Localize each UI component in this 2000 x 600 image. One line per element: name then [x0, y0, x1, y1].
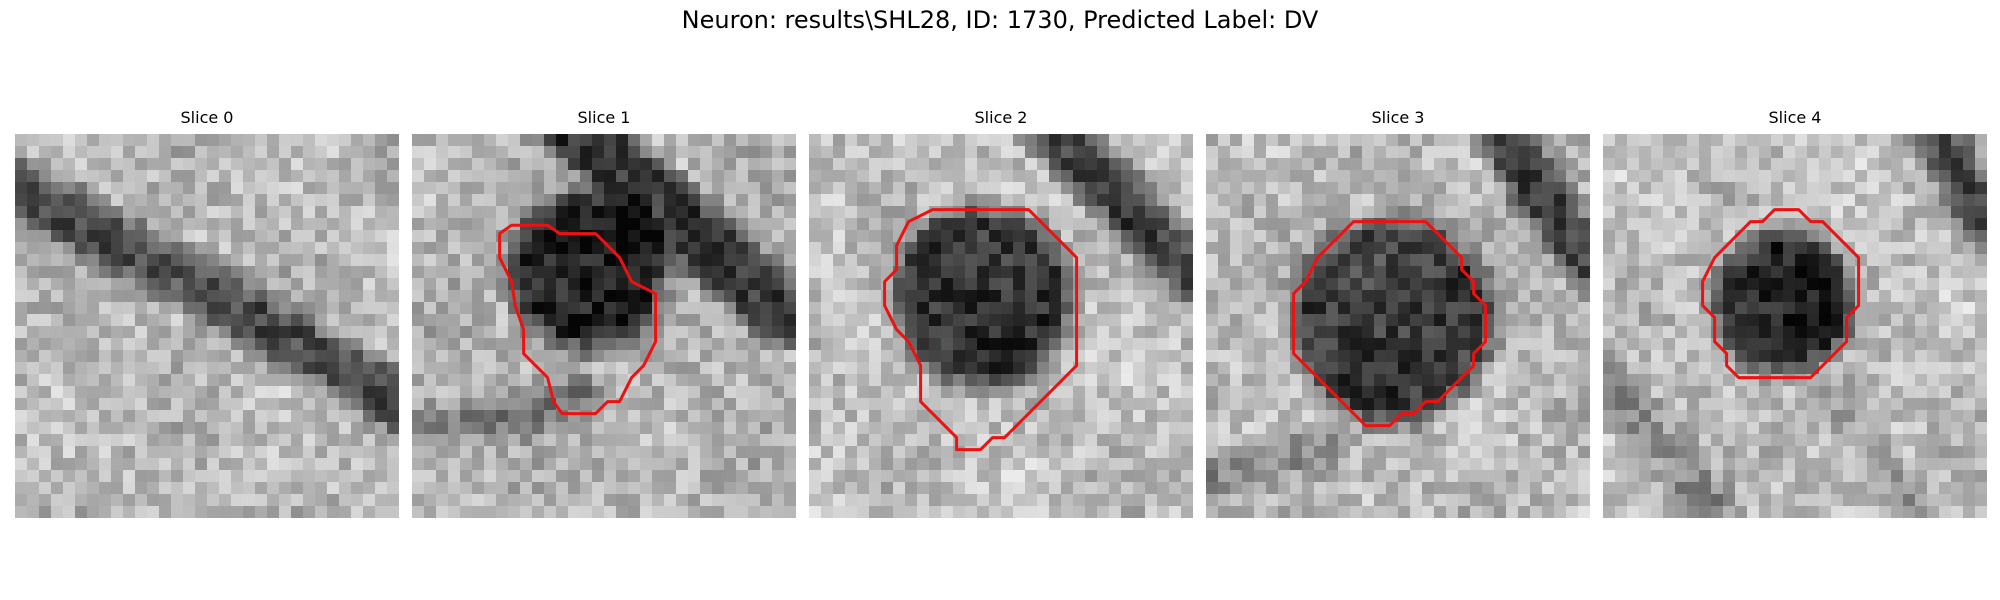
- slice-panel-4: Slice 4: [1603, 108, 1987, 522]
- slice-panel-2: Slice 2: [809, 108, 1193, 522]
- segmentation-contour-1: [498, 223, 658, 416]
- segmentation-contour-4: [1701, 208, 1861, 380]
- slice-title-0: Slice 0: [180, 108, 234, 127]
- slice-image-3: [1206, 134, 1590, 518]
- slice-panel-3: Slice 3: [1206, 108, 1590, 522]
- slice-image-1: [412, 134, 796, 518]
- slice-image-2: [809, 134, 1193, 518]
- slice-panel-1: Slice 1: [412, 108, 796, 522]
- slice-image-0: [15, 134, 399, 518]
- slice-image-4: [1603, 134, 1987, 518]
- slice-title-2: Slice 2: [974, 108, 1028, 127]
- slice-title-1: Slice 1: [577, 108, 631, 127]
- slice-title-4: Slice 4: [1768, 108, 1822, 127]
- segmentation-contour-3: [1292, 220, 1488, 428]
- slice-panel-0: Slice 0: [15, 108, 399, 522]
- slice-title-3: Slice 3: [1371, 108, 1425, 127]
- segmentation-contour-2: [883, 208, 1079, 452]
- figure-title: Neuron: results\SHL28, ID: 1730, Predict…: [681, 6, 1319, 34]
